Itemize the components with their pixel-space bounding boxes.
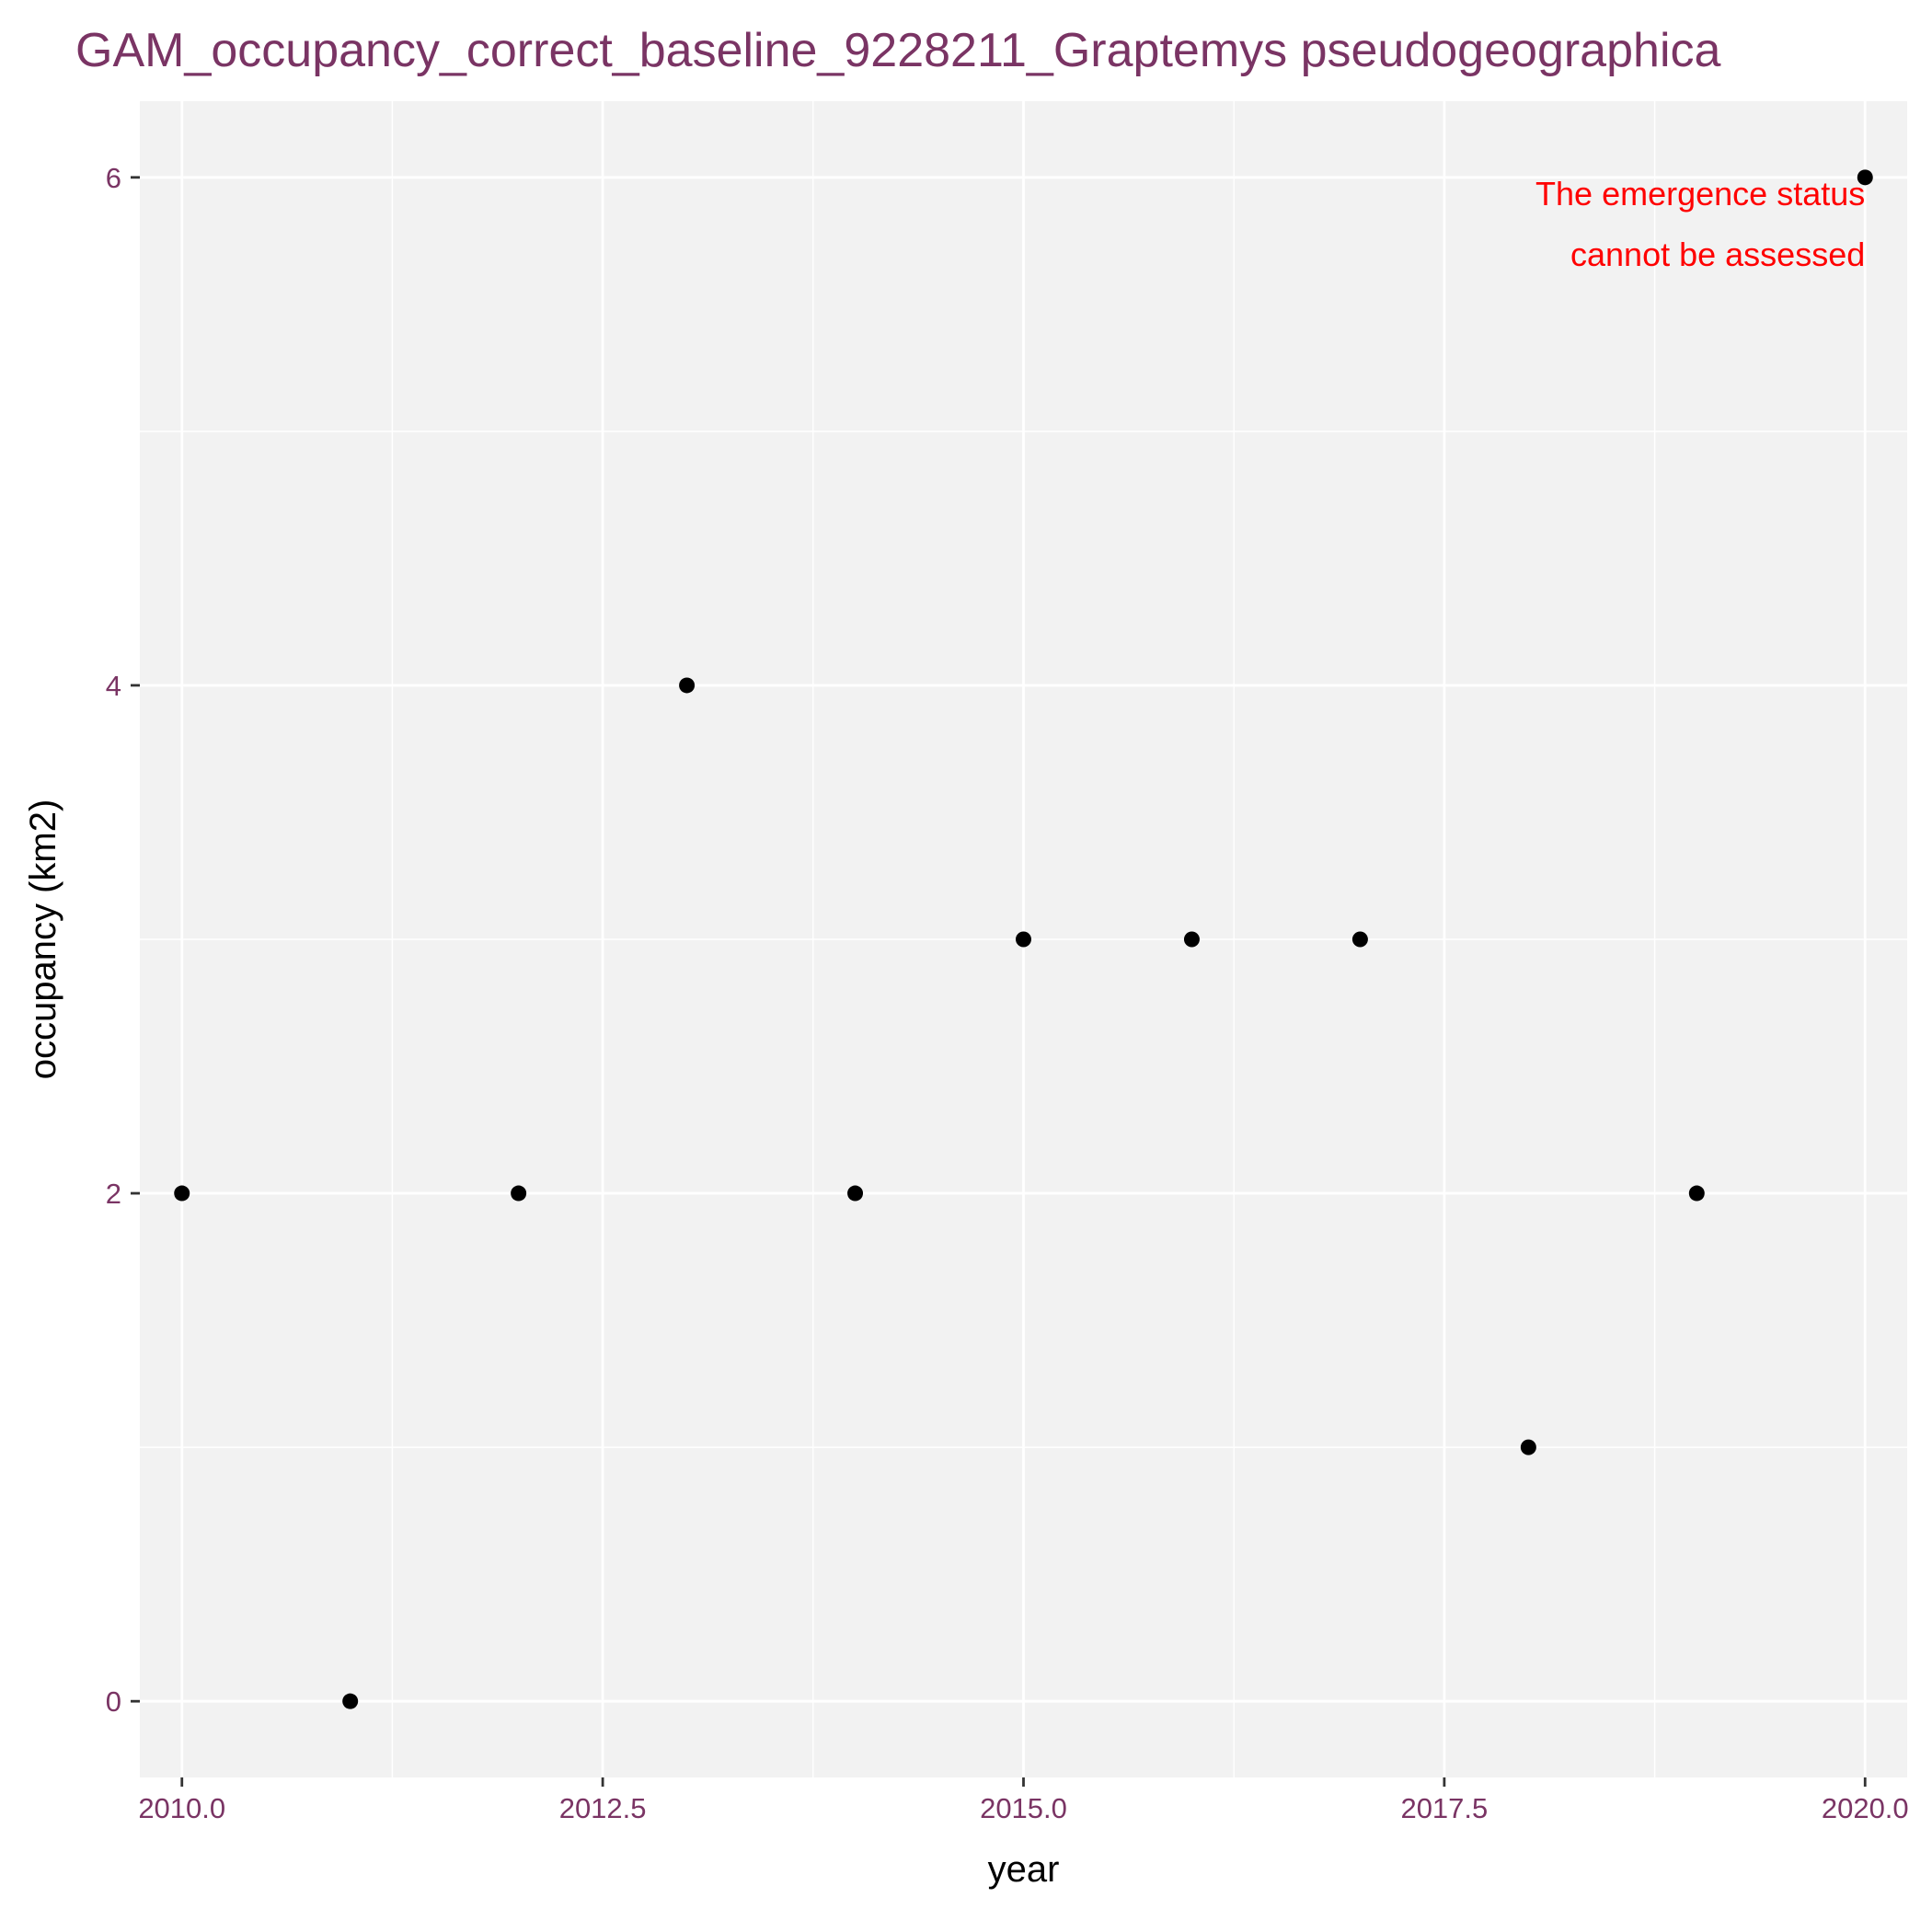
data-points	[174, 169, 1873, 1709]
data-point	[679, 677, 696, 694]
data-point	[174, 1185, 190, 1202]
data-point	[1520, 1439, 1536, 1455]
data-point	[1016, 931, 1031, 948]
data-point	[847, 1185, 864, 1202]
x-tick-label: 2015.0	[980, 1792, 1067, 1824]
data-point	[1183, 931, 1200, 948]
data-point	[1688, 1185, 1705, 1202]
chart-title: GAM_occupancy_correct_baseline_9228211_G…	[75, 24, 1720, 77]
data-point	[1857, 169, 1873, 186]
y-tick-label: 6	[106, 162, 121, 194]
y-tick-label: 0	[106, 1685, 121, 1718]
data-point	[1351, 931, 1368, 948]
data-point	[511, 1185, 527, 1202]
y-tick-label: 4	[106, 670, 121, 702]
annotation-line: cannot be assessed	[1570, 236, 1865, 273]
y-tick-label: 2	[106, 1178, 121, 1210]
data-point	[342, 1693, 359, 1709]
y-axis-title: occupancy (km2)	[23, 799, 63, 1080]
x-tick-label: 2012.5	[559, 1792, 647, 1824]
y-axis: 0 2 4 6	[106, 162, 140, 1718]
x-tick-label: 2020.0	[1822, 1792, 1909, 1824]
annotation: The emergence status cannot be assessed	[1535, 175, 1865, 273]
x-axis-title: year	[988, 1849, 1060, 1890]
x-axis: 2010.0 2012.5 2015.0 2017.5 2020.0	[138, 1777, 1909, 1824]
x-tick-label: 2017.5	[1400, 1792, 1488, 1824]
annotation-line: The emergence status	[1535, 175, 1865, 213]
x-tick-label: 2010.0	[138, 1792, 225, 1824]
